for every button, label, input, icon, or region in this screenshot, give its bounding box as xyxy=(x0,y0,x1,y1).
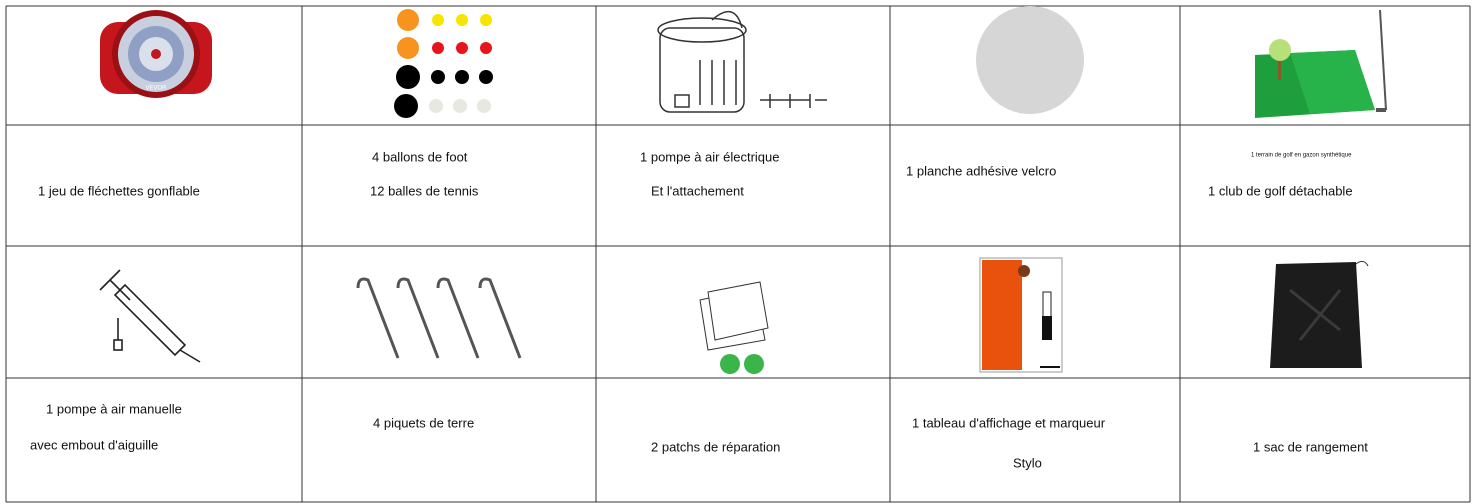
cell-text: 1 pompe à air manuelle xyxy=(46,401,182,416)
velcro-board-image xyxy=(976,6,1084,114)
brand-label: VEVOR xyxy=(145,86,167,92)
golf-image xyxy=(1255,9,1387,118)
cell-text: 1 planche adhésive velcro xyxy=(906,163,1056,178)
balls-image xyxy=(394,9,493,118)
cell-text: 2 patchs de réparation xyxy=(651,439,780,454)
cell-text: 1 club de golf détachable xyxy=(1208,183,1353,198)
storage-bag-image xyxy=(1270,260,1369,368)
cell-text: 4 ballons de foot xyxy=(372,149,468,164)
cell-text: 1 tableau d'affichage et marqueur xyxy=(912,415,1106,430)
scoreboard-image xyxy=(979,257,1063,373)
patches-image xyxy=(699,281,769,374)
cell-text: 12 balles de tennis xyxy=(370,183,479,198)
cell-text: Stylo xyxy=(1013,455,1042,470)
cell-text: Et l'attachement xyxy=(651,183,744,198)
stakes-image xyxy=(356,277,522,359)
cell-text: 4 piquets de terre xyxy=(373,415,474,430)
cell-text: avec embout d'aiguille xyxy=(30,437,158,452)
cell-text: 1 jeu de fléchettes gonflable xyxy=(38,183,200,198)
manual-pump-image xyxy=(99,269,201,363)
cell-text: 1 terrain de golf en gazon synthétique xyxy=(1251,153,1352,159)
cell-text: 1 pompe à air électrique xyxy=(640,149,779,164)
cell-text: 1 sac de rangement xyxy=(1253,439,1368,454)
table-grid xyxy=(5,5,1471,503)
electric-pump-image xyxy=(657,11,827,113)
dartboard-image: VEVOR xyxy=(100,10,212,98)
